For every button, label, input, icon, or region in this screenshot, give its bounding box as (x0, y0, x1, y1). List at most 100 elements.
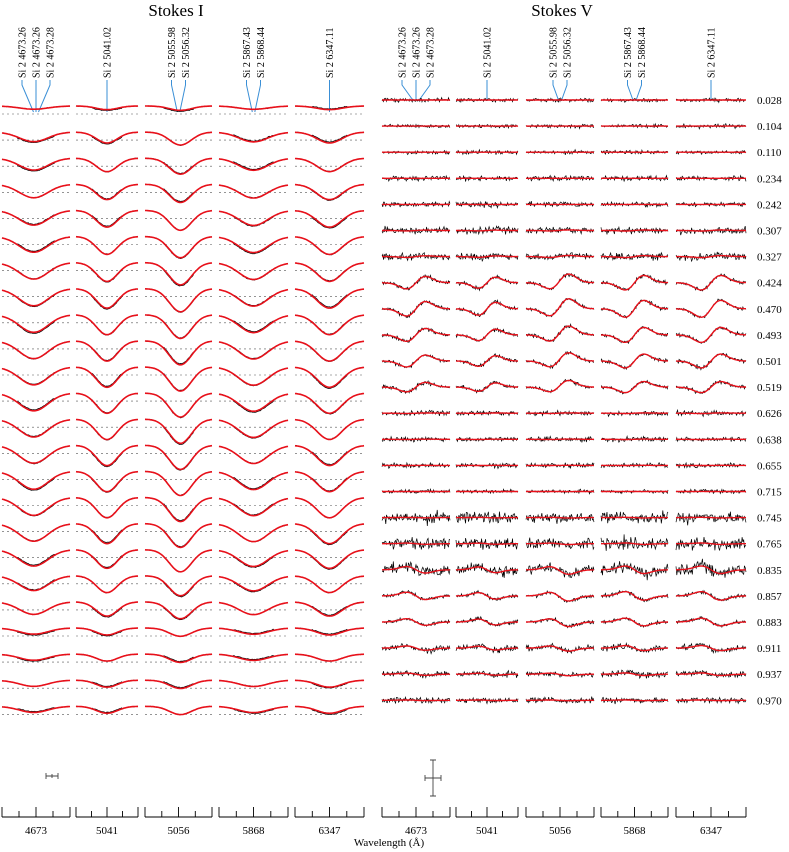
stokes-i-model-profile (75, 366, 139, 389)
stokes-i-model-profile (144, 522, 213, 549)
stokes-i-model-profile (145, 105, 212, 112)
stokes-i-model-profile (218, 131, 289, 143)
stokes-v-observed-profile (455, 511, 519, 524)
stokes-v-model-profile (382, 255, 450, 259)
stokes-v-model-profile (381, 381, 451, 393)
stokes-i-model-profile (145, 601, 213, 620)
stokes-v-model-profile (456, 301, 518, 316)
stokes-i-model-profile (1, 157, 71, 171)
stokes-v-model-profile (601, 353, 668, 369)
stokes-i-model-profile (218, 471, 289, 491)
stokes-i-model-profile (294, 366, 365, 389)
stokes-v-model-profile (601, 274, 668, 291)
wavelength-tick-label: 5056 (168, 825, 191, 837)
stokes-v-model-profile (382, 229, 450, 232)
line-id-label: Si 2 4673.28 (46, 27, 57, 78)
stokes-i-model-profile (1, 340, 71, 360)
stokes-i-model-profile (144, 549, 213, 573)
stokes-i-model-profile (75, 209, 139, 228)
stokes-v-model-profile (382, 275, 450, 290)
stokes-i-model-profile (145, 157, 213, 176)
stokes-v-model-profile (676, 516, 746, 519)
stokes-v-observed-profile (600, 97, 669, 103)
stokes-i-model-profile (1, 705, 71, 714)
line-id-leader (401, 80, 414, 102)
stokes-i-model-profile (218, 341, 289, 360)
stokes-v-model-profile (382, 699, 450, 702)
stokes-v-model-profile (382, 618, 450, 626)
wavelength-axes: 4673 5041 5056 5868 6347 4673 5041 5056 5868 6347 (1, 807, 747, 837)
line-id-label: Si 2 4673.26 (18, 27, 29, 78)
stokes-i-model-profile (145, 575, 213, 597)
wavelength-axis (525, 807, 595, 818)
stokes-i-model-profile (294, 131, 365, 144)
stokes-v-observed-profile (675, 251, 747, 263)
stokes-i-model-profile (1, 679, 71, 688)
line-id-leader (627, 80, 634, 102)
line-id-label: Si 2 5041.02 (483, 27, 494, 78)
line-id-leader (635, 80, 642, 102)
stokes-i-model-profile (294, 314, 365, 336)
phase-label: 0.715 (757, 487, 782, 499)
stokes-i-model-profile (144, 366, 213, 392)
line-id-label: Si 2 5055.98 (167, 27, 178, 78)
stokes-i-model-profile (1, 236, 71, 253)
line-id-leader (38, 80, 51, 113)
line-id-label: Si 2 5056.32 (563, 27, 574, 78)
stokes-i-model-profile (76, 314, 138, 336)
stokes-v-model-profile (526, 542, 594, 546)
stokes-v-model-profile (601, 299, 668, 318)
stokes-i-model-profile (218, 367, 289, 387)
stokes-i-model-profile (75, 549, 139, 570)
stokes-i-model-profile (75, 444, 139, 467)
stokes-v-model-profile (601, 229, 668, 232)
stokes-v-model-profile (526, 645, 594, 652)
phase-label: 0.970 (757, 695, 782, 707)
stokes-v-observed-profile (675, 558, 747, 578)
stokes-i-model-profile (219, 653, 288, 662)
stokes-i-model-profile (75, 392, 139, 415)
stokes-i-model-profile (1, 392, 71, 412)
stokes-v-observed-profile (601, 696, 669, 705)
stokes-i-model-profile (295, 105, 364, 111)
stokes-i-model-profile (75, 575, 139, 594)
line-id-leader (560, 80, 568, 102)
stokes-v-model-profile (676, 353, 746, 369)
stokes-v-model-profile (456, 618, 518, 626)
line-id-leader (21, 80, 34, 113)
stokes-i-model-profile (294, 705, 365, 715)
phase-label: 0.028 (757, 95, 782, 107)
stokes-v-observed-profile (600, 251, 669, 261)
stokes-i-observed-profile (218, 341, 289, 359)
stokes-i-model-profile (218, 497, 289, 517)
stokes-i-model-profile (144, 444, 213, 471)
wavelength-tick-label: 5041 (96, 825, 118, 837)
stokes-v-model-profile (676, 299, 746, 318)
stokes-v-model-profile (526, 325, 594, 342)
stokes-i-model-profile (294, 183, 365, 201)
phase-label: 0.911 (757, 643, 781, 655)
stokes-v-model-profile (676, 565, 746, 575)
stokes-i-model-profile (219, 105, 288, 111)
stokes-i-model-profile (294, 523, 365, 545)
stokes-i-model-profile (294, 418, 365, 441)
stokes-v-observed-profile (381, 537, 451, 550)
stokes-i-model-profile (1, 288, 71, 307)
stokes-v-model-profile (456, 355, 518, 367)
phase-labels: 0.028 0.104 0.110 0.234 0.242 0.307 0.327 0.424… (757, 95, 782, 707)
stokes-v-model-profile (382, 591, 450, 601)
wavelength-tick-label: 5868 (243, 825, 266, 837)
line-id-label: Si 2 5868.44 (256, 27, 267, 78)
stokes-i-model-profile (294, 288, 365, 309)
stokes-v-model-profile (676, 672, 746, 677)
stokes-v-observed-profile (525, 201, 595, 208)
stokes-i-model-profile (75, 105, 139, 111)
stokes-i-model-profile (76, 705, 138, 715)
stokes-i-model-profile (1, 445, 71, 464)
wavelength-axis (294, 807, 365, 818)
stokes-i-model-profile (219, 679, 288, 688)
stokes-v-observed-profile (455, 538, 519, 550)
stokes-v-model-profile (601, 516, 668, 519)
stokes-v-model-profile (601, 617, 668, 627)
phase-label: 0.745 (757, 513, 782, 525)
